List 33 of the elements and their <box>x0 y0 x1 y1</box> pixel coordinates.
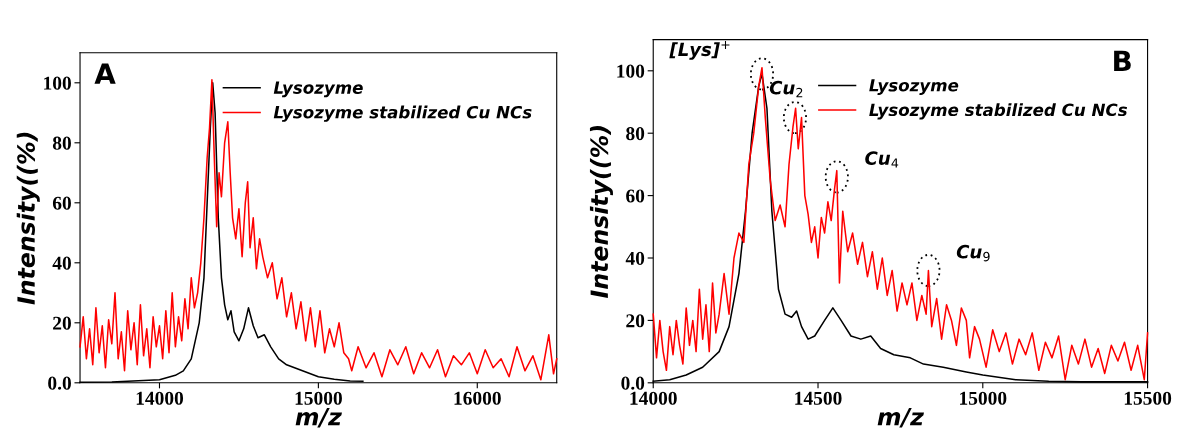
x-tick-label: 16000 <box>454 391 501 405</box>
x-tick-label: 14500 <box>795 391 842 405</box>
legend-label: Lysozyme <box>273 81 363 98</box>
legend-label: Lysozyme <box>869 79 959 95</box>
legend-label: Lysozyme stabilized Cu NCs <box>869 103 1128 120</box>
annotation: Cu$_{2}$ <box>769 80 803 98</box>
y-tick-label: 60 <box>52 196 71 210</box>
x-axis-title: m/z <box>877 408 924 428</box>
legend-label: Lysozyme stabilized Cu NCs <box>273 105 532 122</box>
y-tick-label: 100 <box>44 76 71 90</box>
x-tick-label: 15000 <box>960 391 1007 405</box>
annotation: Cu$_{4}$ <box>865 151 899 168</box>
y-tick-label: 20 <box>626 314 645 328</box>
y-tick-label: 80 <box>626 127 645 141</box>
chart-title: A <box>94 63 116 84</box>
x-tick-label: 14000 <box>136 391 184 405</box>
annotation: [Lys]$^{+}$ <box>669 41 730 60</box>
y-tick-label: 0.0 <box>621 376 645 390</box>
y-axis-title: Intensity((%) <box>16 132 40 305</box>
y-tick-label: 40 <box>625 251 645 265</box>
x-axis-title: m/z <box>295 408 342 428</box>
chart-title: B <box>1114 50 1131 71</box>
annotation: Cu$_{9}$ <box>956 244 990 262</box>
x-tick-label: 15500 <box>1124 391 1172 405</box>
x-tick-label: 14000 <box>630 391 677 405</box>
y-tick-label: 80 <box>52 136 71 150</box>
x-tick-label: 15000 <box>295 391 342 405</box>
y-tick-label: 60 <box>626 189 645 203</box>
y-tick-label: 20 <box>53 316 71 330</box>
y-tick-label: 40 <box>52 256 71 270</box>
y-tick-label: 0.0 <box>48 376 71 390</box>
y-tick-label: 100 <box>617 64 645 78</box>
y-axis-title: Intensity((%) <box>589 126 613 298</box>
